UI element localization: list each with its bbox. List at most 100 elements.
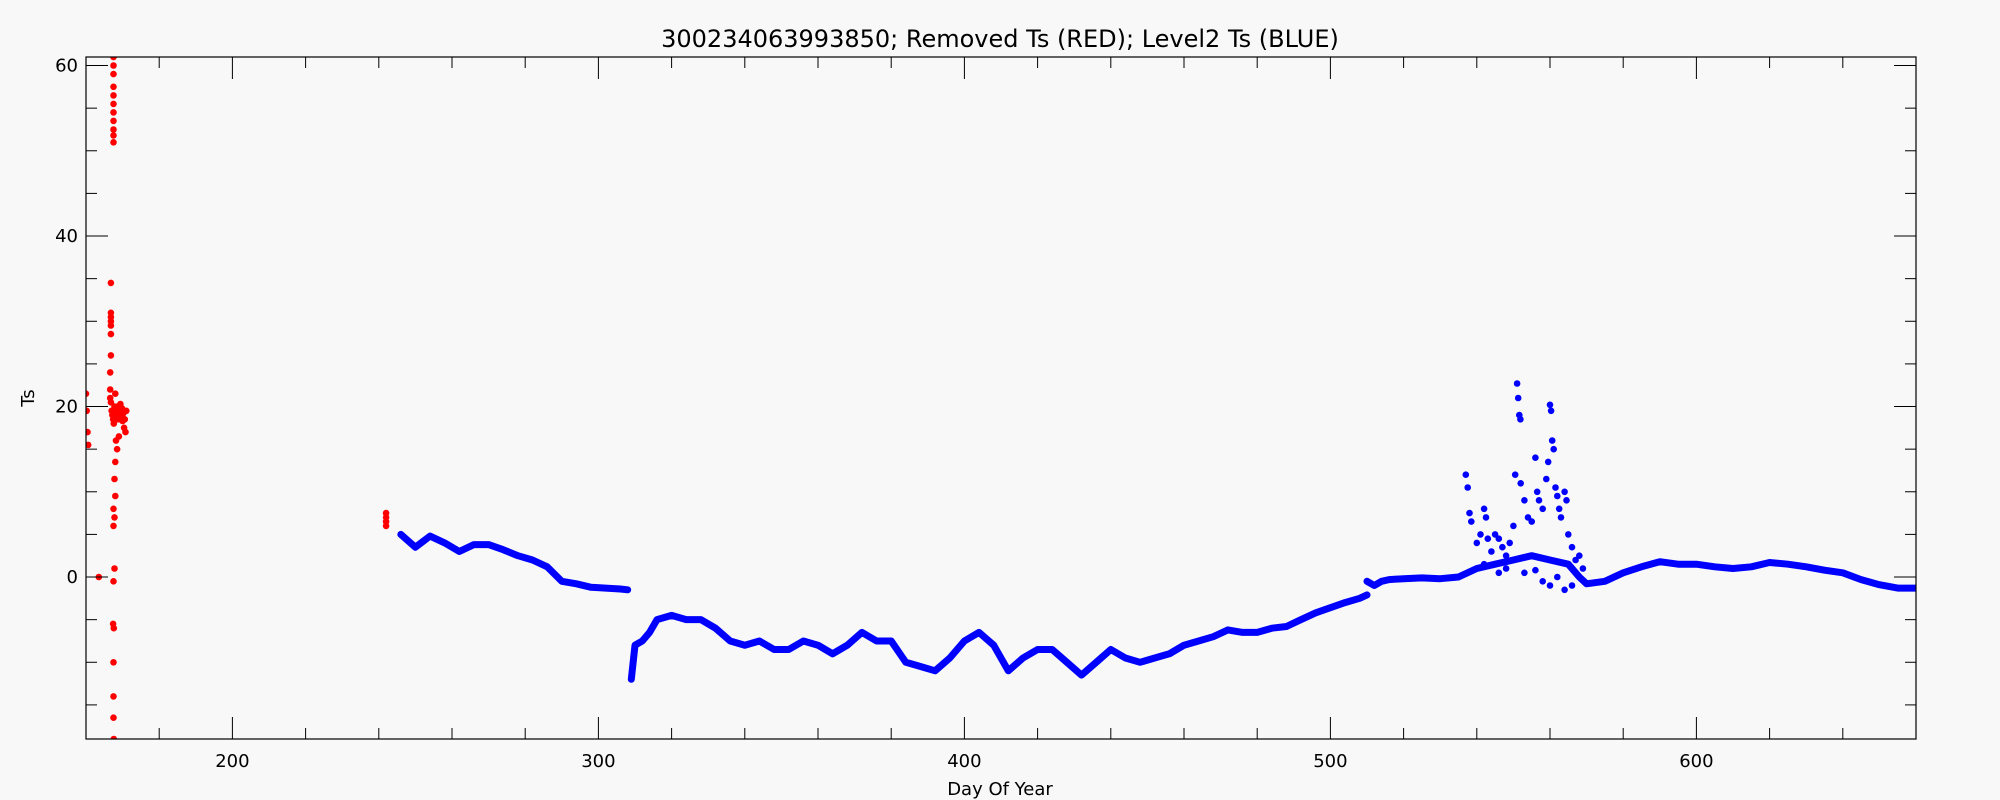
data-point (1514, 394, 1522, 402)
data-point (113, 445, 121, 453)
data-point (1466, 509, 1473, 517)
series-line (627, 591, 1371, 683)
data-point (110, 83, 117, 91)
data-point (1543, 475, 1550, 483)
data-point (110, 70, 117, 78)
data-point (110, 62, 117, 69)
data-point (110, 109, 117, 116)
data-point (1539, 505, 1546, 513)
data-point (1532, 566, 1539, 574)
y-tick-label: 0 (67, 567, 78, 588)
data-point (1499, 543, 1506, 551)
data-point (1568, 582, 1576, 589)
series-line (397, 530, 632, 594)
data-point (1555, 505, 1563, 513)
data-point (107, 279, 115, 287)
data-point (106, 386, 114, 393)
data-point (1484, 535, 1492, 542)
x-tick-label: 600 (1679, 751, 1713, 772)
data-point (1480, 560, 1488, 568)
chart-title: 300234063993850; Removed Ts (RED); Level… (661, 25, 1339, 53)
data-point (1546, 582, 1554, 589)
data-point (106, 369, 114, 376)
data-point (1565, 531, 1572, 538)
data-point (1568, 543, 1576, 551)
data-point (1550, 445, 1557, 453)
data-point (111, 565, 118, 572)
data-point (1491, 531, 1499, 538)
y-axis-label: Ts (18, 389, 39, 407)
data-point (112, 390, 119, 398)
data-point (110, 420, 118, 427)
data-point (86, 428, 91, 436)
data-point (107, 352, 115, 359)
data-point (1495, 535, 1503, 542)
data-point (1502, 565, 1510, 572)
data-point (382, 522, 390, 530)
data-point (107, 322, 115, 329)
data-point (1561, 488, 1568, 496)
data-point (110, 126, 117, 133)
data-point (1554, 492, 1561, 500)
data-point (1462, 471, 1470, 479)
data-point (1480, 505, 1488, 513)
data-point (1464, 484, 1471, 491)
data-point (1576, 552, 1583, 559)
data-point (110, 100, 117, 108)
plot-content (86, 57, 1916, 739)
data-point (110, 139, 117, 146)
data-point (112, 437, 120, 444)
plot-frame (85, 56, 1917, 740)
data-point (86, 441, 92, 449)
data-point (110, 522, 117, 530)
data-point (110, 132, 117, 139)
series-level2-ts (397, 380, 1916, 683)
axes: 200 300 400 500 600 0 20 40 60 (55, 56, 1917, 772)
data-point (1502, 552, 1510, 559)
data-point (1511, 471, 1519, 479)
data-point (112, 458, 119, 466)
data-point (110, 624, 118, 632)
series-line (1363, 552, 1916, 592)
data-point (1528, 518, 1535, 525)
data-point (1546, 401, 1554, 409)
data-point (111, 475, 118, 483)
data-point (112, 492, 119, 500)
x-axis-label: Day Of Year (947, 779, 1053, 800)
data-point (1544, 458, 1552, 466)
data-point (110, 659, 117, 666)
y-tick-label: 60 (55, 56, 78, 77)
data-point (1539, 578, 1546, 585)
data-point (1554, 573, 1561, 581)
data-point (110, 117, 117, 125)
x-tick-label: 300 (581, 751, 615, 772)
x-tick-label: 200 (215, 751, 249, 772)
data-point (1579, 565, 1587, 572)
data-point (1548, 437, 1556, 444)
x-tick-label: 500 (1313, 751, 1347, 772)
series-removed-ts (86, 57, 390, 739)
data-point (1517, 480, 1524, 487)
data-point (110, 714, 117, 721)
data-point (1532, 454, 1539, 462)
data-point (1521, 497, 1528, 504)
data-point (110, 578, 117, 585)
data-point (107, 330, 115, 338)
data-point (110, 57, 117, 61)
y-tick-label: 40 (55, 226, 78, 247)
data-point (1547, 407, 1555, 415)
data-point (1495, 569, 1503, 577)
data-point (1506, 539, 1513, 547)
data-point (1468, 518, 1475, 525)
data-point (1521, 569, 1528, 577)
data-point (1563, 497, 1570, 504)
data-point (1517, 416, 1524, 423)
data-point (1535, 497, 1543, 504)
y-tick-label: 20 (55, 397, 78, 418)
data-point (1552, 484, 1559, 491)
data-point (86, 407, 90, 415)
data-point (1477, 531, 1484, 538)
data-point (1557, 514, 1565, 521)
data-point (122, 428, 129, 436)
